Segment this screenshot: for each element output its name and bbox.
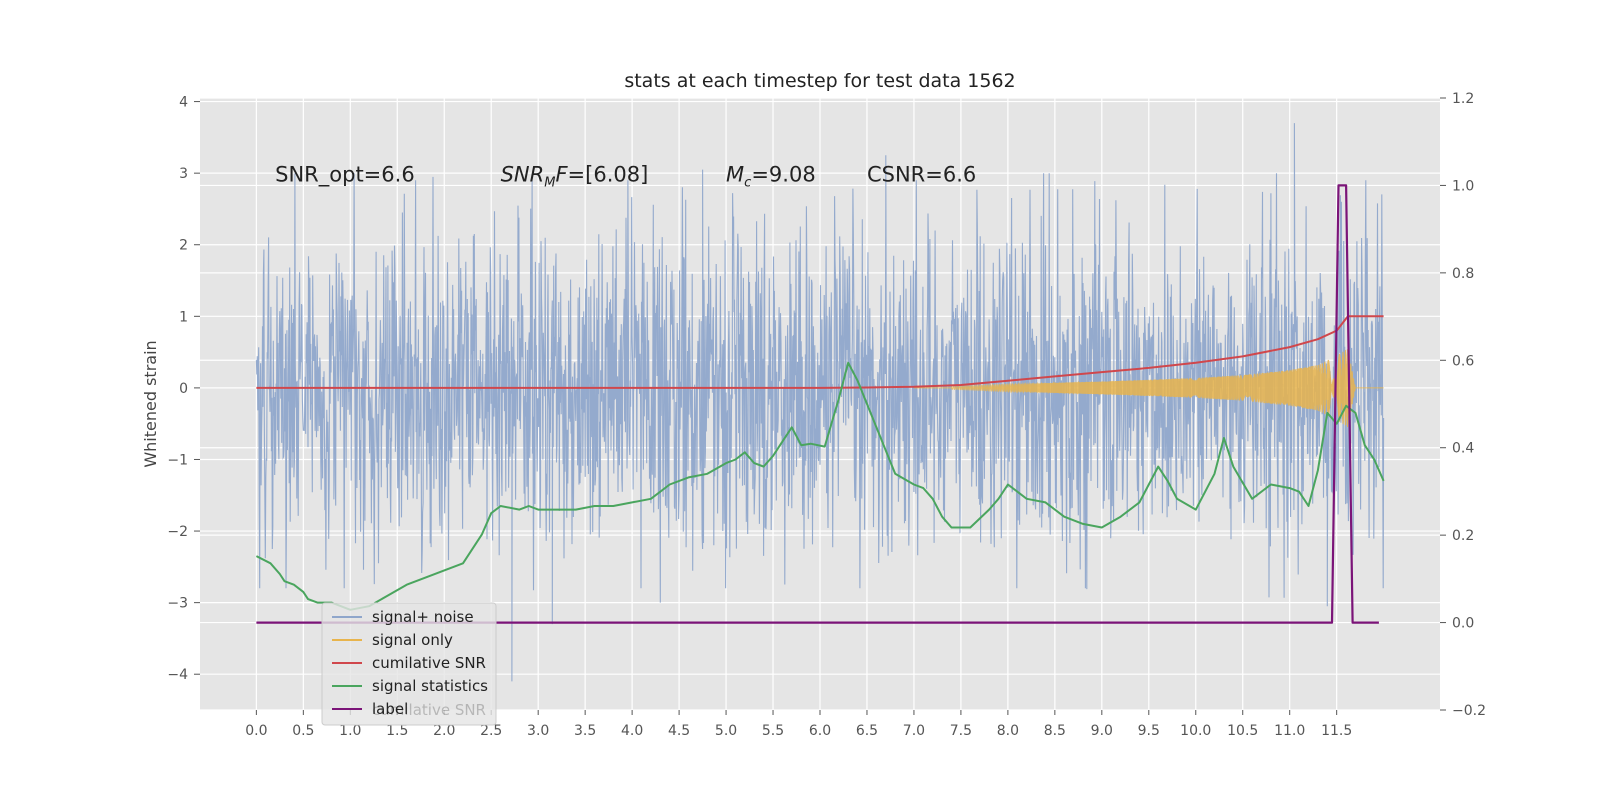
- annotations: SNR_opt=6.6 SNRMF=[6.08] Mc=9.08 CSNR=6.6: [275, 163, 976, 191]
- x-tick-label: 8.5: [1044, 723, 1066, 739]
- x-tick-label: 11.5: [1321, 723, 1352, 739]
- annotation-text: SNRMF=[6.08]: [501, 163, 649, 191]
- y-tick-label: −4: [167, 667, 188, 683]
- y-tick-label: −2: [167, 524, 188, 540]
- annotation-text: CSNR=6.6: [867, 163, 976, 187]
- y-tick-label: 2: [179, 238, 188, 254]
- right-y-tick-label: 1.2: [1452, 91, 1474, 107]
- y-tick-label: −1: [167, 452, 188, 468]
- y-tick-label: 0: [179, 381, 188, 397]
- x-tick-label: 11.0: [1274, 723, 1305, 739]
- x-tick-label: 4.5: [668, 723, 690, 739]
- annotation-text: SNR_opt=6.6: [275, 163, 415, 188]
- x-tick-label: 5.5: [762, 723, 784, 739]
- right-y-tick-label: −0.2: [1452, 703, 1486, 719]
- right-y-tick-label: 0.4: [1452, 441, 1474, 457]
- y-tick-label: 4: [179, 95, 188, 111]
- x-tick-label: 2.0: [433, 723, 455, 739]
- legend: cumilative SNR signal+ noise signal only cu…: [321, 602, 497, 726]
- x-tick-label: 5.0: [715, 723, 737, 739]
- y-tick-label: −3: [167, 596, 188, 612]
- x-tick-label: 2.5: [480, 723, 502, 739]
- right-y-tick-label: 0.0: [1452, 616, 1474, 632]
- legend-label: cumilative SNR: [372, 654, 486, 672]
- annotation-prefix: SNR: [501, 163, 545, 187]
- legend-box: [321, 602, 497, 726]
- y-tick-label: 1: [179, 309, 188, 325]
- y-axis-ticks: 4 3 2 1 0 −1 −2 −3 −4: [167, 95, 200, 683]
- right-y-axis-ticks: 1.2 1.0 0.8 0.6 0.4 0.2 0.0 −0.2: [1440, 91, 1486, 719]
- series-cumulative-snr: [256, 315, 1384, 389]
- x-tick-label: 7.5: [950, 723, 972, 739]
- series-layer: [255, 123, 1385, 682]
- annotation-prefix: SNR_opt=6.6: [275, 163, 415, 188]
- legend-label: signal statistics: [372, 677, 488, 695]
- legend-label: signal+ noise: [372, 608, 474, 626]
- annotation-suffix: =9.08: [751, 163, 815, 187]
- right-y-tick-label: 0.6: [1452, 353, 1474, 369]
- right-y-tick-label: 0.8: [1452, 266, 1474, 282]
- y-tick-label: 3: [179, 166, 188, 182]
- annotation-suffix: =[6.08]: [568, 163, 649, 187]
- series-label: [256, 184, 1379, 624]
- x-tick-label: 8.0: [997, 723, 1019, 739]
- x-axis-ticks: 0.0 0.5 1.0 1.5 2.0 2.5 3.0 3.5 4.0 4.5 5.0 5.5 6.0 6…: [245, 710, 1352, 739]
- y-axis-label: Whitened strain: [141, 340, 160, 467]
- annotation-prefix: CSNR=6.6: [867, 163, 976, 187]
- x-tick-label: 10.5: [1227, 723, 1258, 739]
- x-tick-label: 0.5: [292, 723, 314, 739]
- x-tick-label: 1.5: [386, 723, 408, 739]
- x-tick-label: 3.0: [527, 723, 549, 739]
- series-signal-noise: [255, 123, 1385, 682]
- x-tick-label: 6.5: [856, 723, 878, 739]
- annotation-prefix: M: [726, 163, 744, 187]
- series-signal-statistics: [255, 361, 1385, 611]
- x-tick-label: 1.0: [339, 723, 361, 739]
- legend-label: label: [372, 700, 408, 718]
- x-tick-label: 3.5: [574, 723, 596, 739]
- x-tick-label: 9.0: [1091, 723, 1113, 739]
- annotation-text: Mc=9.08: [726, 163, 816, 191]
- right-y-tick-label: 0.2: [1452, 528, 1474, 544]
- annotation-subscript: c: [744, 176, 751, 191]
- legend-ghost-text: cumilative SNR: [372, 701, 486, 719]
- annotation-suffix-italic: F: [555, 163, 568, 187]
- annotation-subscript: M: [544, 176, 555, 191]
- x-tick-label: 6.0: [809, 723, 831, 739]
- x-tick-label: 7.0: [903, 723, 925, 739]
- x-tick-label: 0.0: [245, 723, 267, 739]
- series-signal-only: [913, 349, 1384, 427]
- right-y-tick-label: 1.0: [1452, 178, 1474, 194]
- x-tick-label: 9.5: [1138, 723, 1160, 739]
- chart-title: stats at each timestep for test data 156…: [624, 70, 1015, 92]
- legend-label: signal only: [372, 631, 453, 649]
- x-tick-label: 4.0: [621, 723, 643, 739]
- x-tick-label: 10.0: [1180, 723, 1211, 739]
